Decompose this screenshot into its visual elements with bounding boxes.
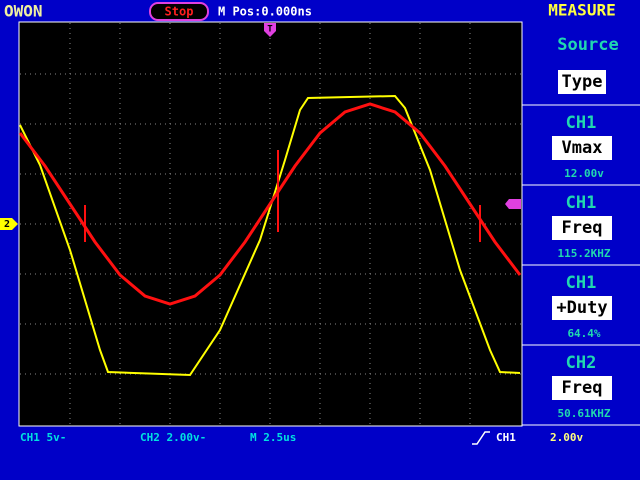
brand: OWON [4, 2, 43, 21]
ch1-trace [19, 94, 521, 377]
timebase: M 2.5us [250, 431, 296, 444]
measure-channel: CH1 [566, 273, 597, 293]
horizontal-position: M Pos:0.000ns [218, 5, 312, 19]
measure-reading: 12.00v [564, 167, 604, 180]
measure-type[interactable]: Freq [562, 218, 603, 238]
source-label: Source [557, 35, 618, 55]
measure-type-box[interactable] [552, 296, 612, 320]
source-box[interactable] [558, 70, 606, 94]
trigger-marker [264, 23, 276, 37]
measure-type-box[interactable] [552, 136, 612, 160]
measure-reading: 115.2KHZ [558, 247, 611, 260]
trigger-level: 2.00v [550, 431, 583, 444]
measure-reading: 64.4% [567, 327, 600, 340]
ch1-scale: CH1 5v- [20, 431, 66, 444]
trigger-level-marker [505, 199, 521, 209]
trigger-edge-icon [472, 431, 490, 445]
source-value[interactable]: Type [562, 72, 603, 92]
measure-type[interactable]: Vmax [562, 138, 603, 158]
menu-title: MEASURE [548, 1, 615, 20]
ch2-trace [18, 102, 522, 306]
measure-reading: 50.61KHZ [558, 407, 611, 420]
measure-channel: CH2 [566, 353, 597, 373]
measure-type-box[interactable] [552, 376, 612, 400]
measure-type-box[interactable] [552, 216, 612, 240]
trigger-source: CH1 [496, 431, 516, 444]
measure-channel: CH1 [566, 193, 597, 213]
ch2-marker-label: 2 [4, 219, 10, 230]
ch2-scale: CH2 2.00v- [140, 431, 206, 444]
measure-menu: Source Type CH1 Vmax 12.00v CH1 Freq 115.2KHZ… [522, 35, 640, 426]
grid [20, 23, 521, 425]
trigger-marker-label: T [267, 25, 273, 35]
ch2-marker [0, 218, 18, 230]
measure-type[interactable]: Freq [562, 378, 603, 398]
measure-channel: CH1 [566, 113, 597, 133]
glitches [84, 150, 481, 242]
measure-type[interactable]: +Duty [556, 298, 607, 318]
run-status[interactable]: Stop [165, 5, 194, 19]
status-box [149, 2, 209, 21]
